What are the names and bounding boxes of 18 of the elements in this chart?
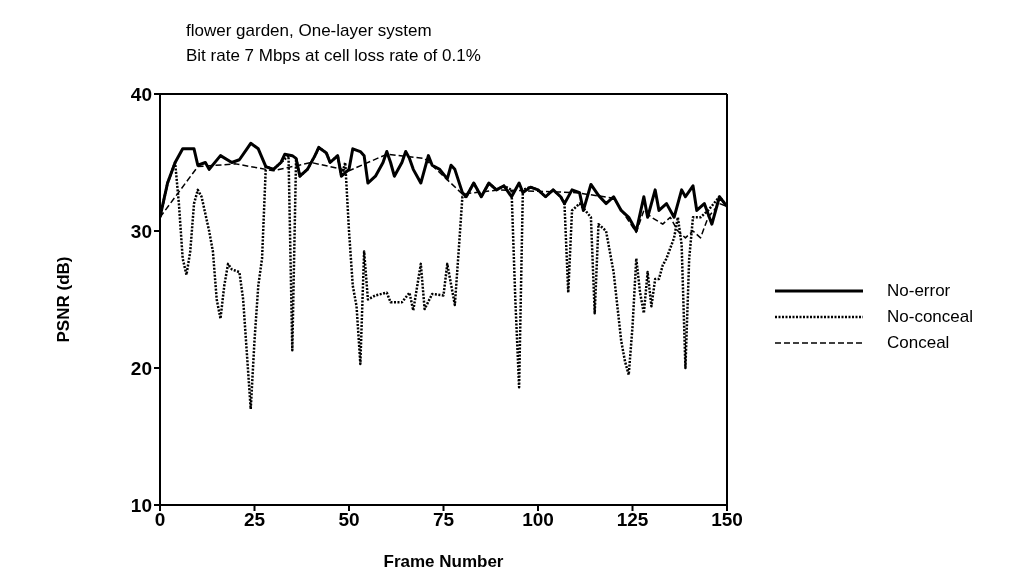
chart-subtitle: Bit rate 7 Mbps at cell loss rate of 0.1%	[186, 45, 481, 67]
x-tick-label: 150	[711, 509, 743, 531]
text: No-error	[887, 281, 951, 301]
x-tick-label: 25	[243, 509, 266, 531]
y-axis-title: PSNR (dB)	[54, 256, 74, 343]
x-tick-label: 50	[338, 509, 360, 531]
x-axis-title: Frame Number	[383, 552, 504, 571]
text: Conceal	[887, 333, 950, 353]
y-tick-label: 10	[130, 494, 152, 516]
x-tick-label: 75	[432, 509, 455, 531]
y-tick-label: 20	[130, 357, 152, 379]
x-tick-label: 100	[522, 509, 554, 531]
x-tick-label: 0	[154, 509, 166, 531]
text: No-conceal	[887, 307, 973, 327]
y-tick-label: 40	[130, 83, 152, 105]
y-tick-label: 30	[130, 220, 152, 242]
x-tick-label: 125	[616, 509, 649, 531]
chart-title: flower garden, One-layer system	[186, 20, 433, 42]
